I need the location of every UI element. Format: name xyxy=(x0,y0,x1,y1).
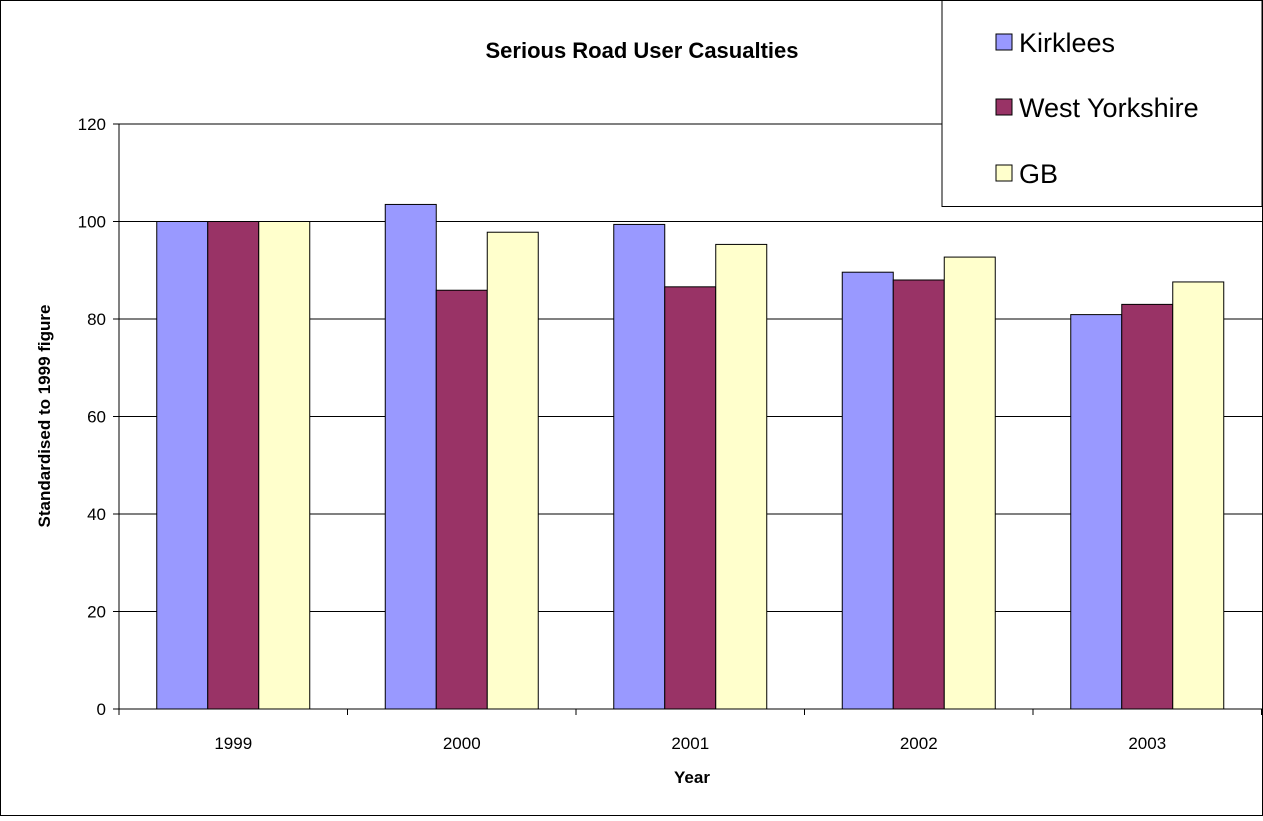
x-tick-label-2000: 2000 xyxy=(443,734,481,753)
bar-west-yorkshire-2001 xyxy=(664,286,717,710)
chart-title: Serious Road User Casualties xyxy=(485,38,798,63)
y-tick-label-100: 100 xyxy=(78,213,106,232)
axes xyxy=(113,123,1263,715)
bar-west-yorkshire-2002 xyxy=(892,279,945,710)
bar-gb-2003 xyxy=(1172,281,1225,710)
x-axis-title: Year xyxy=(674,768,710,787)
bar-west-yorkshire-1999 xyxy=(207,221,260,710)
y-tick-label-60: 60 xyxy=(87,408,106,427)
legend-swatch-west-yorkshire xyxy=(995,98,1013,116)
y-tick-label-40: 40 xyxy=(87,505,106,524)
bar-kirklees-2000 xyxy=(384,203,437,710)
legend-label-kirklees: Kirklees xyxy=(1019,28,1115,58)
legend: Kirklees West Yorkshire GB xyxy=(941,0,1263,207)
legend-item-gb: GB xyxy=(995,159,1058,189)
x-tick-label-1999: 1999 xyxy=(214,734,252,753)
y-tick-label-20: 20 xyxy=(87,603,106,622)
tick-labels: 0 20 40 60 80 100 120 1999 2000 2001 2002 2003 xyxy=(78,115,1167,753)
x-tick-label-2002: 2002 xyxy=(900,734,938,753)
y-tick-label-0: 0 xyxy=(97,700,106,719)
bar-west-yorkshire-2003 xyxy=(1121,303,1174,710)
legend-box xyxy=(941,0,1263,207)
legend-item-kirklees: Kirklees xyxy=(995,28,1115,58)
bar-kirklees-2001 xyxy=(613,223,666,710)
bar-gb-2001 xyxy=(715,243,768,710)
x-tick-label-2003: 2003 xyxy=(1128,734,1166,753)
bar-gb-2000 xyxy=(486,231,539,710)
y-axis-title: Standardised to 1999 figure xyxy=(35,305,54,528)
bar-west-yorkshire-2000 xyxy=(435,289,488,710)
legend-label-gb: GB xyxy=(1019,159,1058,189)
bar-gb-1999 xyxy=(258,221,311,710)
bar-kirklees-2002 xyxy=(841,271,894,710)
y-tick-label-120: 120 xyxy=(78,115,106,134)
legend-item-west-yorkshire: West Yorkshire xyxy=(995,93,1199,123)
legend-swatch-kirklees xyxy=(995,33,1013,51)
x-tick-label-2001: 2001 xyxy=(671,734,709,753)
bar-gb-2002 xyxy=(943,256,996,710)
legend-label-west-yorkshire: West Yorkshire xyxy=(1019,93,1199,123)
y-tick-label-80: 80 xyxy=(87,310,106,329)
bars xyxy=(156,203,1225,710)
legend-swatch-gb xyxy=(995,164,1013,182)
bar-kirklees-1999 xyxy=(156,221,209,710)
bar-kirklees-2003 xyxy=(1070,314,1123,710)
